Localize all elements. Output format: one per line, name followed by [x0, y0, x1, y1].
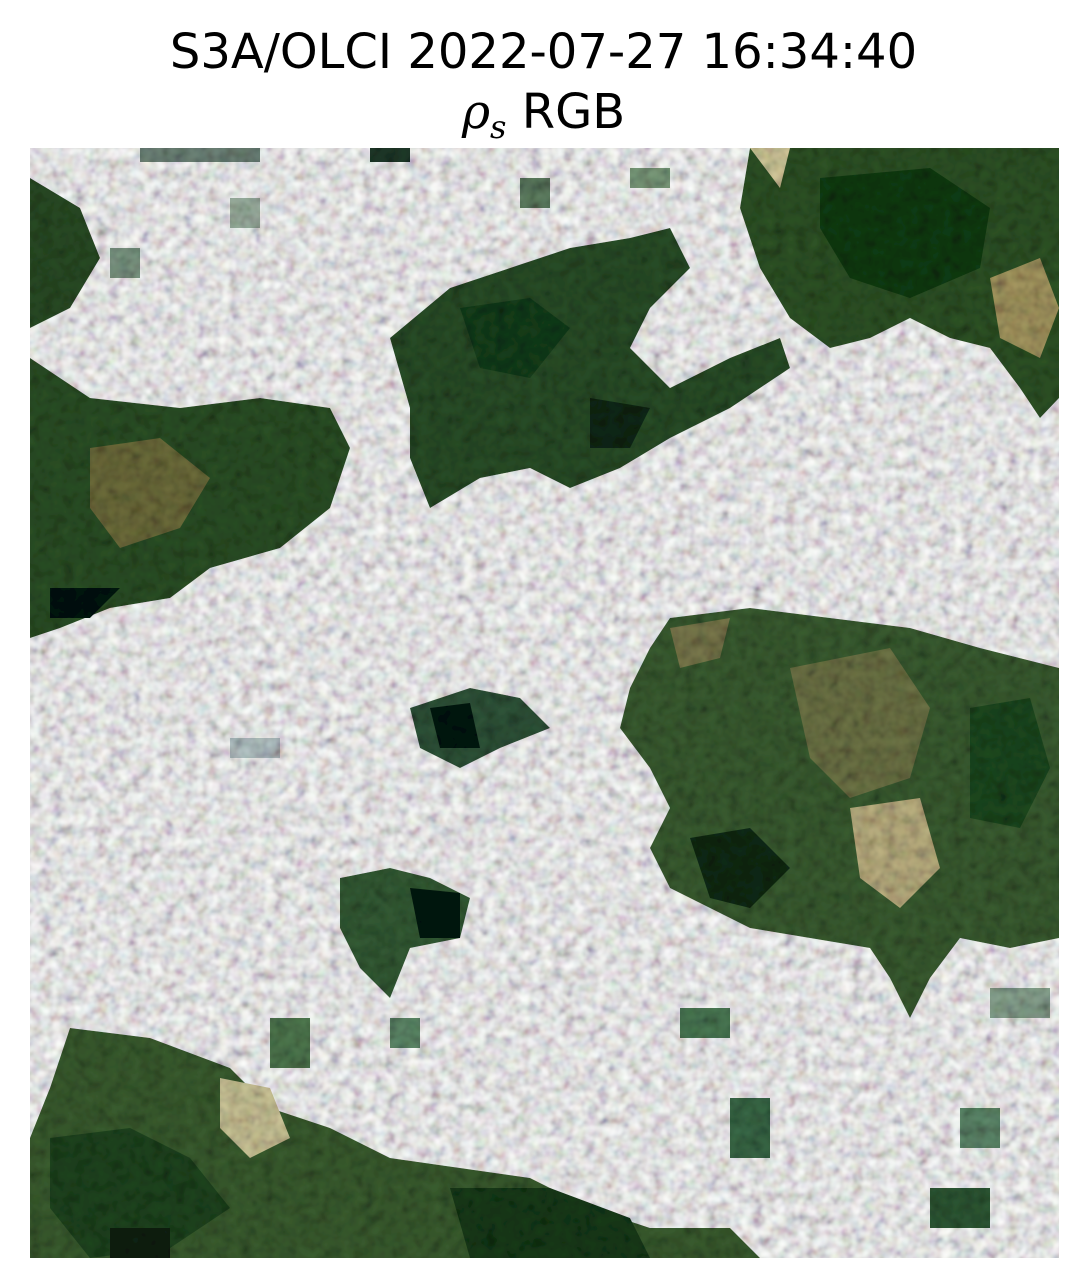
subtitle-suffix: RGB: [506, 84, 626, 140]
vegetation-patches: [30, 148, 1059, 1258]
figure-subtitle: ρs RGB: [0, 84, 1087, 155]
rho-subscript: s: [490, 108, 507, 146]
rho-symbol: ρ: [461, 84, 491, 140]
figure-title: S3A/OLCI 2022-07-27 16:34:40: [169, 24, 918, 80]
satellite-rgb-image: [30, 148, 1059, 1258]
rgb-image-canvas: [30, 148, 1059, 1258]
